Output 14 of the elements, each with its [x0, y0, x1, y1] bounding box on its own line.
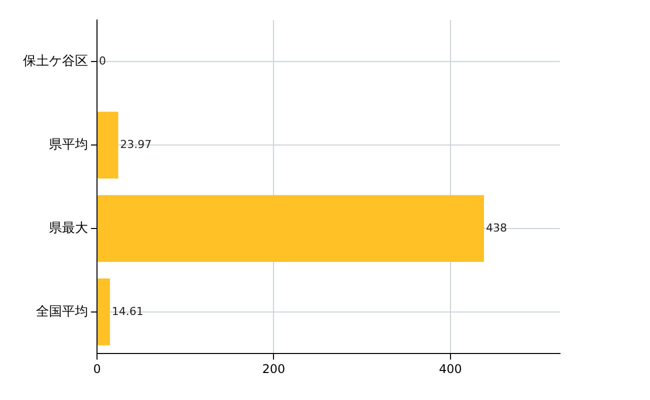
data-label: 23.97: [120, 138, 152, 151]
bar: [98, 112, 118, 178]
bar: [98, 278, 110, 346]
bar: [98, 195, 484, 262]
data-label: 14.61: [112, 304, 144, 318]
y-tick-label: 保土ケ谷区: [23, 54, 88, 70]
y-tick-label: 県最大: [49, 220, 88, 236]
x-tick-label: 200: [262, 362, 286, 376]
y-tick-label: 県平均: [49, 137, 88, 152]
y-tick-label: 全国平均: [36, 304, 88, 320]
data-label: 0: [99, 54, 106, 68]
x-tick-label: 400: [438, 362, 462, 376]
data-label: 438: [486, 221, 508, 234]
x-tick-label: 0: [93, 362, 101, 376]
